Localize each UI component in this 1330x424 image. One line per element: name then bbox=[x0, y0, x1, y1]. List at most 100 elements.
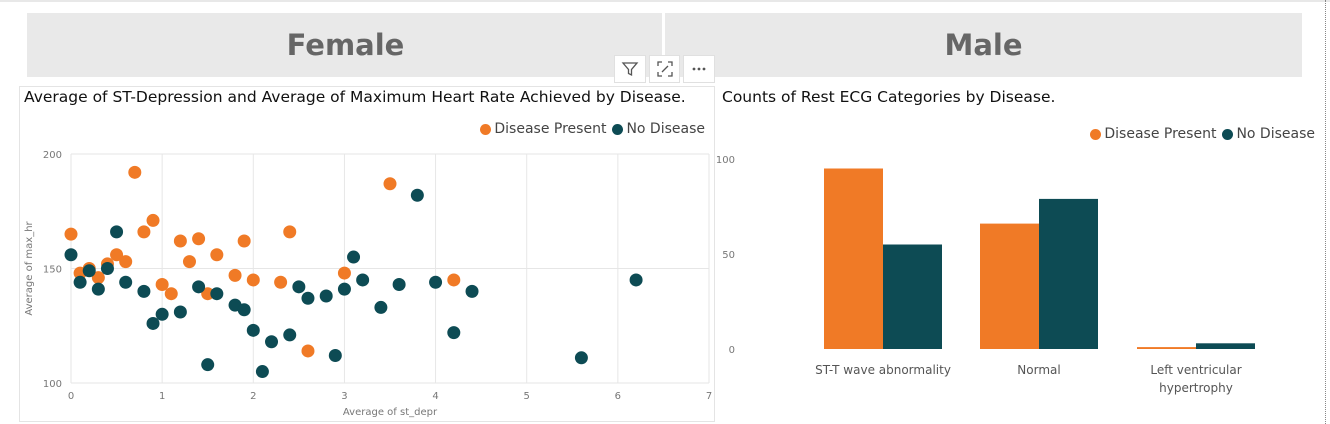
female-filter-button[interactable]: Female bbox=[27, 13, 664, 77]
legend-item-disease-present[interactable]: Disease Present bbox=[1090, 126, 1216, 142]
scatter-point bbox=[137, 225, 151, 239]
scatter-point bbox=[337, 282, 351, 296]
scatter-point bbox=[210, 248, 224, 262]
scatter-point bbox=[265, 335, 279, 349]
scatter-point bbox=[228, 268, 242, 282]
legend-label: No Disease bbox=[1236, 126, 1315, 142]
bar-legend: Disease Present No Disease bbox=[1084, 126, 1315, 142]
scatter-point bbox=[82, 264, 96, 278]
x-tick-label: 2 bbox=[250, 391, 256, 402]
scatter-point bbox=[155, 307, 169, 321]
x-tick-label: 0 bbox=[68, 391, 74, 402]
legend-dot-icon bbox=[1222, 128, 1234, 140]
visual-header-toolbar bbox=[614, 55, 718, 85]
scatter-point bbox=[283, 225, 297, 239]
scatter-point bbox=[356, 273, 370, 287]
legend-label: Disease Present bbox=[494, 121, 607, 137]
scatter-point bbox=[155, 278, 169, 292]
bar bbox=[883, 244, 942, 349]
legend-dot-icon bbox=[612, 123, 624, 135]
male-filter-button[interactable]: Male bbox=[665, 13, 1302, 77]
top-border bbox=[0, 0, 1330, 2]
x-tick-label: 6 bbox=[615, 391, 621, 402]
x-tick-label: 3 bbox=[341, 391, 347, 402]
scatter-point bbox=[301, 291, 315, 305]
bar bbox=[1039, 198, 1098, 349]
x-tick-label: ST-T wave abnormality bbox=[815, 363, 951, 377]
scatter-point bbox=[137, 284, 151, 298]
scatter-point bbox=[182, 255, 196, 269]
scatter-point bbox=[201, 287, 215, 301]
filter-icon[interactable] bbox=[614, 55, 646, 83]
scatter-point bbox=[146, 316, 160, 330]
legend-label: No Disease bbox=[626, 121, 705, 137]
scatter-point bbox=[319, 289, 333, 303]
scatter-chart-title: Average of ST-Depression and Average of … bbox=[24, 88, 686, 106]
scatter-point bbox=[91, 282, 105, 296]
scatter-point bbox=[128, 165, 142, 179]
scatter-point bbox=[237, 303, 251, 317]
scatter-point bbox=[392, 278, 406, 292]
scatter-point bbox=[447, 326, 461, 340]
scatter-point bbox=[210, 287, 224, 301]
legend-item-no-disease[interactable]: No Disease bbox=[612, 121, 705, 137]
bar-chart-title: Counts of Rest ECG Categories by Disease… bbox=[722, 88, 1056, 106]
y-tick-label: 100 bbox=[716, 155, 735, 166]
y-tick-label: 100 bbox=[43, 379, 62, 390]
scatter-point bbox=[465, 284, 479, 298]
scatter-point bbox=[255, 365, 269, 379]
header-divider bbox=[662, 13, 665, 77]
scatter-point bbox=[110, 225, 124, 239]
bar bbox=[1196, 343, 1255, 349]
scatter-point bbox=[292, 280, 306, 294]
legend-item-no-disease[interactable]: No Disease bbox=[1222, 126, 1315, 142]
y-tick-label: 0 bbox=[729, 345, 735, 356]
legend-dot-icon bbox=[1090, 128, 1102, 140]
scatter-point bbox=[173, 234, 187, 248]
scatter-point bbox=[274, 275, 288, 289]
scatter-point bbox=[246, 323, 260, 337]
scatter-point bbox=[91, 271, 105, 285]
more-options-icon[interactable] bbox=[683, 55, 716, 83]
x-tick-label: hypertrophy bbox=[1159, 381, 1233, 395]
x-tick-label: Left ventricular bbox=[1150, 363, 1241, 377]
scatter-point bbox=[64, 227, 78, 241]
scatter-point bbox=[374, 300, 388, 314]
y-tick-label: 150 bbox=[43, 265, 62, 276]
scatter-legend: Disease Present No Disease bbox=[474, 121, 705, 137]
scatter-point bbox=[164, 287, 178, 301]
x-axis-title: Average of st_depr bbox=[343, 407, 438, 418]
scatter-point bbox=[119, 255, 133, 269]
y-tick-label: 50 bbox=[722, 250, 735, 261]
scatter-point bbox=[301, 344, 315, 358]
legend-item-disease-present[interactable]: Disease Present bbox=[480, 121, 606, 137]
scatter-point bbox=[173, 305, 187, 319]
x-tick-label: 1 bbox=[159, 391, 165, 402]
scatter-point bbox=[337, 266, 351, 280]
scatter-point bbox=[574, 351, 588, 365]
page-edge bbox=[1325, 0, 1326, 424]
scatter-point bbox=[192, 280, 206, 294]
bar bbox=[824, 168, 883, 349]
female-label: Female bbox=[286, 28, 405, 62]
scatter-point bbox=[447, 273, 461, 287]
scatter-point bbox=[283, 328, 297, 342]
legend-label: Disease Present bbox=[1104, 126, 1217, 142]
bar bbox=[1137, 347, 1196, 349]
scatter-point bbox=[146, 213, 160, 227]
x-tick-label: 4 bbox=[432, 391, 438, 402]
male-label: Male bbox=[944, 28, 1023, 62]
scatter-point bbox=[383, 177, 397, 191]
scatter-point bbox=[110, 248, 124, 262]
scatter-point bbox=[410, 188, 424, 202]
scatter-point bbox=[192, 232, 206, 246]
focus-mode-icon[interactable] bbox=[648, 55, 681, 83]
scatter-point bbox=[73, 275, 87, 289]
scatter-point bbox=[201, 358, 215, 372]
scatter-point bbox=[119, 275, 133, 289]
scatter-point bbox=[246, 273, 260, 287]
x-tick-label: 5 bbox=[524, 391, 530, 402]
scatter-point bbox=[64, 248, 78, 262]
